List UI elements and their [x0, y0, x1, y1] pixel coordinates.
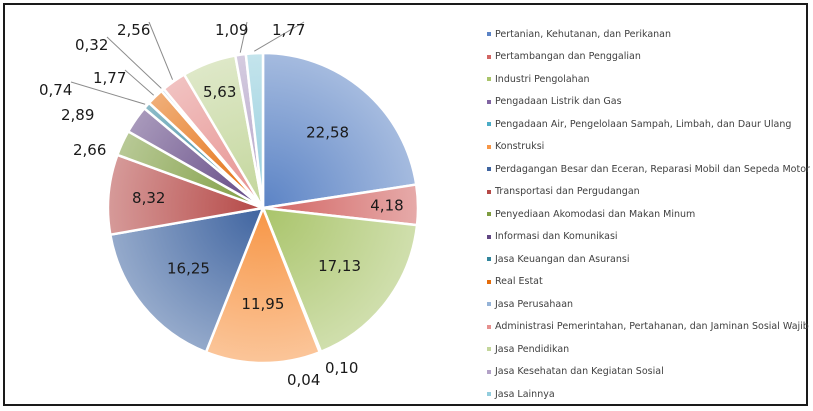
data-label-pengadaan-listrik-dan-gas: 0,10 [325, 359, 358, 377]
legend-swatch [487, 369, 491, 374]
legend-item-jasa-keuangan-dan-asuransi: Jasa Keuangan dan Asuransi [487, 248, 807, 271]
data-label-informasi-dan-komunikasi: 2,89 [61, 106, 94, 124]
legend-label: Jasa Keuangan dan Asuransi [495, 253, 630, 265]
legend-swatch [487, 54, 491, 59]
legend-swatch [487, 392, 491, 397]
leader-line-real-estat [124, 69, 155, 96]
legend-swatch [487, 302, 491, 307]
legend-swatch [487, 212, 491, 217]
data-label-pengadaan-air-pengelolaan-sampah-limbah-dan-daur-ulang: 0,04 [287, 371, 320, 389]
legend: Pertanian, Kehutanan, dan Perikanan Perta… [487, 23, 810, 406]
data-label-jasa-keuangan-dan-asuransi: 0,74 [39, 81, 72, 99]
legend-item-jasa-pendidikan: Jasa Pendidikan [487, 338, 807, 361]
data-label-pertambangan-dan-penggalian: 4,18 [370, 196, 403, 214]
legend-label: Penyediaan Akomodasi dan Makan Minum [495, 208, 696, 220]
pie-slices [106, 51, 420, 365]
legend-label: Informasi dan Komunikasi [495, 231, 618, 243]
legend-item-transportasi-dan-pergudangan: Transportasi dan Pergudangan [487, 181, 807, 204]
leader-lines [70, 21, 305, 105]
legend-label: Jasa Lainnya [495, 388, 555, 400]
legend-swatch [487, 257, 491, 262]
pie-slice-pertanian-kehutanan-dan-perikanan [261, 51, 418, 210]
pie-chart: 22,58 4,18 17,13 0,10 0,04 11,95 16,25 8,32 2,66… [39, 21, 420, 389]
legend-item-informasi-dan-komunikasi: Informasi dan Komunikasi [487, 226, 807, 249]
data-label-perdagangan-besar-dan-eceran-reparasi-mobil-dan-sepeda-motor: 16,25 [167, 260, 210, 278]
legend-item-pengadaan-listrik-dan-gas: Pengadaan Listrik dan Gas [487, 91, 807, 114]
legend-item-jasa-kesehatan-dan-kegiatan-sosial: Jasa Kesehatan dan Kegiatan Sosial [487, 361, 807, 384]
data-label-industri-pengolahan: 17,13 [318, 257, 361, 275]
data-label-jasa-kesehatan-dan-kegiatan-sosial: 1,09 [215, 21, 248, 39]
legend-swatch [487, 32, 491, 37]
legend-item-penyediaan-akomodasi-dan-makan-minum: Penyediaan Akomodasi dan Makan Minum [487, 203, 807, 226]
legend-label: Konstruksi [495, 141, 545, 153]
data-label-pertanian-kehutanan-dan-perikanan: 22,58 [306, 124, 349, 142]
data-label-jasa-lainnya: 1,77 [272, 21, 305, 39]
legend-swatch [487, 167, 491, 172]
legend-item-jasa-lainnya: Jasa Lainnya [487, 383, 807, 406]
data-label-jasa-perusahaan: 0,32 [75, 36, 108, 54]
data-label-real-estat: 1,77 [93, 69, 126, 87]
legend-label: Industri Pengolahan [495, 73, 590, 85]
legend-item-pengadaan-air-pengelolaan-sampah-limbah-dan-daur-ulang: Pengadaan Air, Pengelolaan Sampah, Limba… [487, 113, 807, 136]
legend-swatch [487, 189, 491, 194]
chart-frame: 22,58 4,18 17,13 0,10 0,04 11,95 16,25 8,32 2,66… [3, 3, 810, 406]
data-label-konstruksi: 11,95 [241, 295, 284, 313]
legend-item-pertanian-kehutanan-dan-perikanan: Pertanian, Kehutanan, dan Perikanan [487, 23, 807, 46]
leader-line-jasa-lainnya [254, 21, 305, 52]
legend-item-konstruksi: Konstruksi [487, 136, 807, 159]
legend-swatch [487, 77, 491, 82]
legend-swatch [487, 347, 491, 352]
data-label-penyediaan-akomodasi-dan-makan-minum: 2,66 [73, 141, 106, 159]
legend-label: Jasa Pendidikan [495, 343, 570, 355]
legend-swatch [487, 144, 491, 149]
legend-item-administrasi-pemerintahan-pertahanan-dan-jaminan-sosial-wajib: Administrasi Pemerintahan, Pertahanan, d… [487, 316, 809, 339]
data-label-transportasi-dan-pergudangan: 8,32 [132, 189, 165, 207]
legend-label: Jasa Perusahaan [495, 298, 574, 310]
legend-label: Jasa Kesehatan dan Kegiatan Sosial [495, 366, 664, 378]
legend-label: Pertambangan dan Penggalian [495, 51, 641, 63]
pie-slice-konstruksi [204, 204, 322, 365]
legend-label: Perdagangan Besar dan Eceran, Reparasi M… [495, 163, 810, 175]
legend-swatch [487, 99, 491, 104]
pie-slice-perdagangan-besar-dan-eceran-reparasi-mobil-dan-sepeda-motor [108, 206, 265, 354]
pie-slice-industri-pengolahan [261, 206, 419, 354]
legend-label: Pengadaan Air, Pengelolaan Sampah, Limba… [495, 118, 792, 130]
data-label-administrasi-pemerintahan-pertahanan-dan-jaminan-sosial-wajib: 2,56 [117, 21, 150, 39]
legend-label: Administrasi Pemerintahan, Pertahanan, d… [495, 321, 809, 333]
legend-item-perdagangan-besar-dan-eceran-reparasi-mobil-dan-sepeda-motor: Perdagangan Besar dan Eceran, Reparasi M… [487, 158, 810, 181]
legend-item-jasa-perusahaan: Jasa Perusahaan [487, 293, 807, 316]
legend-item-pertambangan-dan-penggalian: Pertambangan dan Penggalian [487, 46, 807, 69]
leader-line-jasa-kesehatan-dan-kegiatan-sosial [239, 21, 248, 53]
legend-swatch [487, 122, 491, 127]
data-label-jasa-pendidikan: 5,63 [203, 83, 236, 101]
data-labels: 22,58 4,18 17,13 0,10 0,04 11,95 16,25 8,32 2,66… [39, 21, 404, 389]
leader-line-jasa-keuangan-dan-asuransi [70, 81, 146, 105]
legend-label: Pertanian, Kehutanan, dan Perikanan [495, 28, 672, 40]
legend-label: Pengadaan Listrik dan Gas [495, 96, 622, 108]
legend-swatch [487, 234, 491, 239]
pie-slice-jasa-lainnya [244, 51, 265, 209]
leader-line-administrasi-pemerintahan-pertahanan-dan-jaminan-sosial-wajib [148, 21, 174, 80]
legend-label: Real Estat [495, 276, 543, 288]
legend-item-real-estat: Real Estat [487, 271, 807, 294]
legend-swatch [487, 279, 491, 284]
legend-label: Transportasi dan Pergudangan [495, 186, 640, 198]
legend-swatch [487, 324, 491, 329]
legend-item-industri-pengolahan: Industri Pengolahan [487, 68, 807, 91]
leader-line-jasa-perusahaan [106, 36, 162, 89]
